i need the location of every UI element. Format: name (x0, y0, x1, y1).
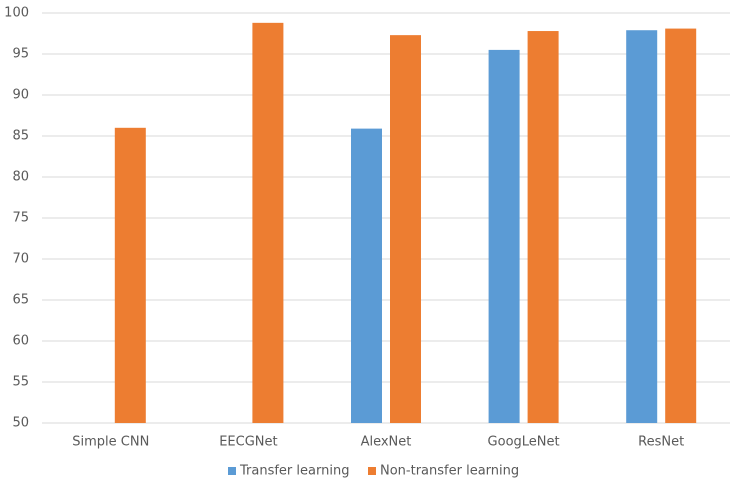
bar (351, 128, 382, 423)
y-tick-label: 50 (12, 416, 29, 431)
bar (527, 31, 559, 423)
y-tick-label: 90 (12, 88, 29, 103)
bar (114, 127, 146, 424)
y-tick-label: 85 (12, 129, 29, 144)
bar (488, 49, 520, 424)
x-tick-label: ResNet (638, 435, 684, 450)
bar (252, 22, 284, 424)
y-tick-label: 95 (12, 47, 29, 62)
x-tick-label: AlexNet (361, 435, 412, 450)
y-tick-label: 80 (12, 170, 29, 185)
y-tick-label: 55 (12, 375, 29, 390)
x-tick-label: EECGNet (219, 435, 277, 450)
y-tick-label: 70 (12, 252, 29, 267)
legend-swatch (228, 467, 236, 475)
x-tick-label: GoogLeNet (488, 435, 560, 450)
bar (626, 30, 658, 423)
legend-swatch (368, 467, 376, 475)
y-tick-label: 75 (12, 211, 29, 226)
legend-label: Transfer learning (239, 464, 349, 479)
x-tick-label: Simple CNN (72, 435, 149, 450)
legend-label: Non-transfer learning (380, 464, 519, 479)
y-tick-label: 100 (4, 6, 29, 21)
bar (390, 35, 421, 423)
y-tick-label: 60 (12, 334, 29, 349)
y-tick-label: 65 (12, 293, 29, 308)
bar (665, 28, 697, 424)
